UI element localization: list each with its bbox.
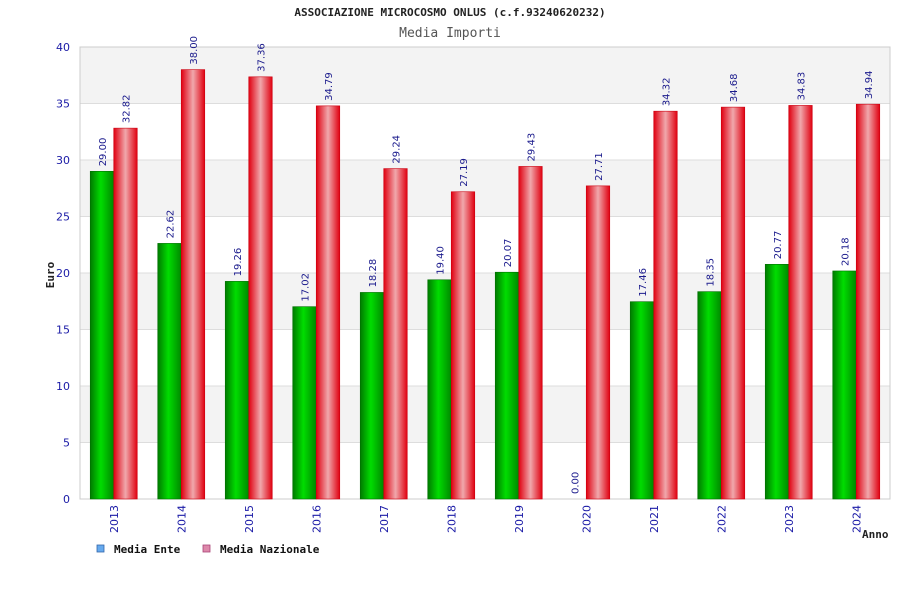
bar-media-ente [427, 279, 452, 500]
y-tick-label: 35 [56, 98, 70, 111]
data-label-media-nazionale: 34.79 [324, 72, 335, 101]
bar-media-ente [764, 263, 790, 500]
x-axis-ticks: 2013 2014 2015 2016 2017 2018 2019 2020 2021 2022… [108, 505, 864, 533]
grid-band [80, 386, 890, 443]
grid-band [80, 47, 890, 104]
y-tick-label: 30 [56, 154, 70, 167]
data-label-media-nazionale: 29.24 [392, 135, 403, 164]
data-label-media-nazionale: 27.71 [594, 152, 605, 181]
bar-media-nazionale [788, 105, 813, 500]
data-label-media-nazionale: 34.32 [662, 78, 673, 107]
bar-media-nazionale [720, 106, 746, 500]
grid-bands [80, 47, 890, 499]
y-tick-label: 15 [56, 324, 70, 337]
legend: Media Ente Media Nazionale [96, 543, 320, 556]
data-label-media-ente: 17.46 [638, 268, 649, 297]
data-label-media-ente: 17.02 [301, 273, 312, 302]
y-axis-label: Euro [44, 261, 57, 288]
data-label-media-ente: 19.40 [436, 246, 447, 275]
data-label-media-nazionale: 34.83 [797, 72, 808, 101]
data-label-media-nazionale: 27.19 [459, 158, 470, 187]
bar-media-ente [494, 271, 520, 500]
x-tick-label: 2018 [445, 505, 458, 533]
y-tick-label: 25 [56, 211, 70, 224]
bar-media-ente [359, 292, 385, 500]
x-tick-label: 2023 [783, 505, 796, 533]
data-label-media-ente: 20.77 [773, 231, 784, 260]
bars [89, 69, 881, 500]
bar-media-ente [832, 270, 857, 500]
x-axis-label: Anno [862, 528, 889, 541]
data-label-media-ente: 0.00 [571, 472, 582, 494]
chart-subtitle: Media Importi [399, 26, 501, 41]
data-label-media-ente: 29.00 [98, 138, 109, 167]
bar-media-nazionale [180, 69, 206, 500]
bar-media-nazionale [383, 168, 408, 500]
plot-frame [79, 46, 891, 500]
bar-media-nazionale [518, 166, 543, 500]
grid-band [80, 442, 890, 499]
bar-media-ente [697, 291, 722, 500]
bar-media-ente [89, 171, 115, 500]
bar-media-nazionale [653, 110, 678, 500]
data-label-media-nazionale: 32.82 [122, 94, 133, 123]
x-tick-label: 2022 [715, 505, 728, 533]
data-label-media-ente: 20.07 [503, 239, 514, 268]
grid-band [80, 216, 890, 273]
bar-media-nazionale [113, 127, 138, 500]
data-label-media-nazionale: 34.68 [729, 73, 740, 102]
chart-title: ASSOCIAZIONE MICROCOSMO ONLUS (c.f.93240… [294, 6, 605, 19]
x-tick-label: 2013 [108, 505, 121, 533]
data-label-media-ente: 20.18 [841, 237, 852, 266]
y-tick-label: 10 [56, 380, 70, 393]
data-labels: 29.00 32.82 22.62 38.00 19.26 37.36 17.02 34.79… [98, 36, 875, 494]
data-label-media-nazionale: 29.43 [527, 133, 538, 162]
y-tick-label: 5 [63, 437, 70, 450]
grid-band [80, 273, 890, 330]
bar-media-ente [292, 306, 317, 500]
x-tick-label: 2016 [310, 505, 323, 533]
y-axis-ticks: 0 5 10 15 20 25 30 35 40 [56, 41, 70, 506]
bar-media-nazionale [855, 103, 881, 500]
data-label-media-nazionale: 37.36 [257, 43, 268, 72]
legend-label-media-nazionale: Media Nazionale [220, 543, 320, 556]
data-label-media-nazionale: 34.94 [864, 71, 875, 100]
y-tick-label: 40 [56, 41, 70, 54]
data-label-media-nazionale: 38.00 [189, 36, 200, 65]
grid-band [80, 329, 890, 386]
legend-swatch-media-ente [96, 544, 105, 553]
x-tick-label: 2017 [378, 505, 391, 533]
x-tick-label: 2015 [243, 505, 256, 533]
bar-media-nazionale [450, 191, 476, 500]
bar-media-ente [224, 281, 250, 500]
data-label-media-ente: 19.26 [233, 248, 244, 277]
bar-media-ente [629, 301, 655, 500]
bar-media-nazionale [585, 185, 611, 500]
x-tick-label: 2014 [175, 505, 188, 533]
y-tick-label: 20 [56, 267, 70, 280]
y-tick-label: 0 [63, 493, 70, 506]
x-tick-label: 2024 [850, 505, 863, 533]
bar-media-nazionale [315, 105, 341, 500]
bar-media-nazionale [248, 76, 273, 500]
x-tick-label: 2019 [513, 505, 526, 533]
data-label-media-ente: 18.35 [706, 258, 717, 287]
legend-label-media-ente: Media Ente [114, 543, 181, 556]
x-tick-label: 2020 [580, 505, 593, 533]
grid-band [80, 103, 890, 160]
data-label-media-ente: 22.62 [166, 210, 177, 239]
data-label-media-ente: 18.28 [368, 259, 379, 288]
grid-band [80, 160, 890, 217]
x-tick-label: 2021 [648, 505, 661, 533]
legend-swatch-media-nazionale [202, 544, 211, 553]
bar-media-ente [157, 243, 182, 500]
